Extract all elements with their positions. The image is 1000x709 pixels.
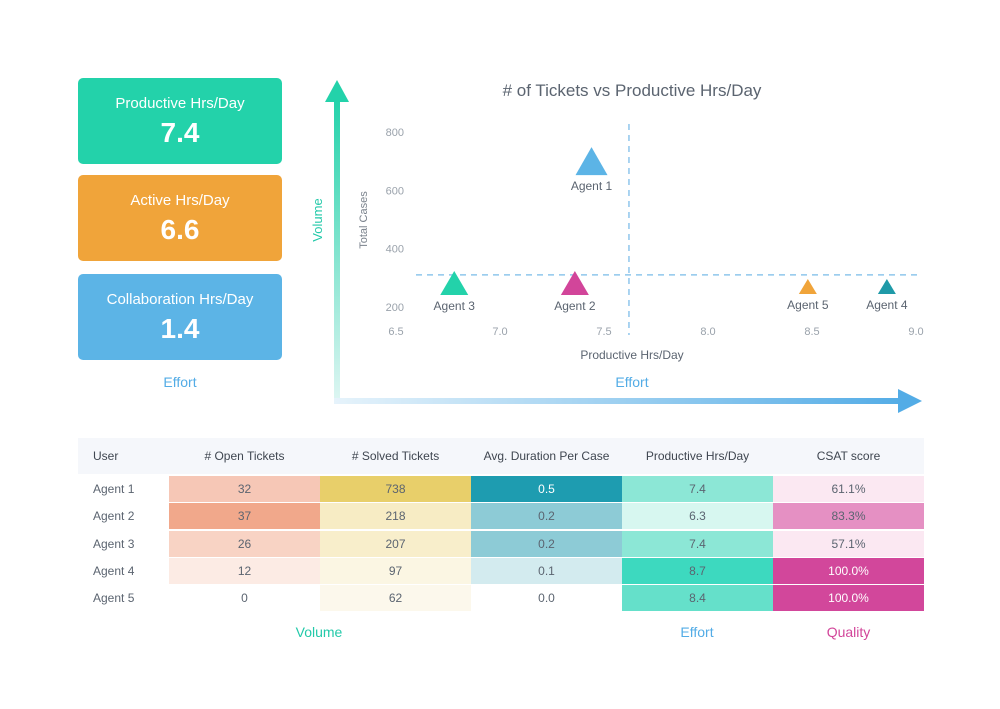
kpi-value: 6.6 [160,214,200,245]
x-tick-label: 9.0 [908,326,923,338]
effort-axis-arrow-head [898,389,922,413]
open-tickets-cell: 0 [169,585,320,612]
avg-duration-cell: 0.1 [471,557,622,584]
avg-duration-cell: 0.5 [471,476,622,502]
x-tick-label: 8.0 [700,326,715,338]
data-point-marker [575,147,608,176]
productive-hrs-cell: 8.4 [622,585,773,612]
volume-axis-arrow-shaft [334,98,340,404]
avg-duration-cell: 0.2 [471,530,622,557]
x-tick-label: 7.0 [492,326,507,338]
data-point-label: Agent 4 [866,298,908,312]
kpi-label: Collaboration Hrs/Day [106,291,254,308]
data-point-marker [440,271,469,295]
x-axis-label: Productive Hrs/Day [580,348,683,362]
column-header-csat: CSAT score [816,449,881,463]
kpi-effort-caption: Effort [163,374,197,390]
user-cell: Agent 3 [93,536,135,551]
user-cell: Agent 4 [93,563,135,578]
effort-axis-arrow-shaft [334,398,904,404]
solved-tickets-cell: 62 [320,585,471,612]
data-point-marker [560,271,589,295]
kpi-card-collaboration: Collaboration Hrs/Day 1.4 [78,274,282,360]
column-header-user: User [93,449,119,463]
data-point-marker [877,279,896,294]
data-point-label: Agent 2 [554,299,596,313]
data-point-label: Agent 1 [571,179,613,193]
csat-cell: 57.1% [773,530,924,557]
solved-tickets-cell: 97 [320,557,471,584]
kpi-value: 7.4 [160,117,200,148]
productive-hrs-cell: 7.4 [622,530,773,557]
user-cell: Agent 2 [93,509,135,524]
column-header-solved-tickets: # Solved Tickets [351,449,440,463]
user-cell: Agent 5 [93,591,135,606]
avg-duration-cell: 0.2 [471,503,622,530]
productive-hrs-cell: 6.3 [622,503,773,530]
data-point-label: Agent 5 [787,298,829,312]
open-tickets-cell: 32 [169,476,320,502]
x-tick-label: 6.5 [388,326,403,338]
solved-tickets-cell: 207 [320,530,471,557]
x-tick-label: 8.5 [804,326,819,338]
productive-hrs-cell: 8.7 [622,557,773,584]
chart-title: # of Tickets vs Productive Hrs/Day [503,81,762,100]
y-axis-label: Total Cases [358,191,370,249]
y-tick-label: 600 [386,185,404,197]
table-caption-effort: Effort [680,624,714,640]
column-header-productive-hrs: Productive Hrs/Day [645,449,750,463]
kpi-card-active: Active Hrs/Day 6.6 [78,175,282,261]
kpi-label: Productive Hrs/Day [115,95,245,112]
open-tickets-cell: 12 [169,557,320,584]
column-header-open-tickets: # Open Tickets [204,449,285,463]
open-tickets-cell: 37 [169,503,320,530]
y-tick-label: 200 [386,302,404,314]
productive-hrs-cell: 7.4 [622,476,773,502]
column-header-avg-duration: Avg. Duration Per Case [483,449,610,463]
scatter-chart: Volume Effort # of Tickets vs Productive… [310,80,924,413]
y-tick-label: 800 [386,127,404,139]
solved-tickets-cell: 218 [320,503,471,530]
kpi-value: 1.4 [160,313,200,344]
solved-tickets-cell: 738 [320,476,471,502]
table-caption-volume: Volume [295,624,343,640]
data-point-marker [798,279,817,294]
csat-cell: 100.0% [773,557,924,584]
csat-cell: 83.3% [773,503,924,530]
csat-cell: 100.0% [773,585,924,612]
table-caption-quality: Quality [826,624,871,640]
table-header: User # Open Tickets # Solved Tickets Avg… [78,438,924,474]
user-cell: Agent 1 [93,482,135,496]
kpi-card-productive: Productive Hrs/Day 7.4 [78,78,282,164]
avg-duration-cell: 0.0 [471,585,622,612]
volume-axis-label: Volume [310,198,325,241]
data-point-label: Agent 3 [434,299,476,313]
kpi-label: Active Hrs/Day [130,192,230,209]
open-tickets-cell: 26 [169,530,320,557]
x-tick-label: 7.5 [596,326,611,338]
csat-cell: 61.1% [773,476,924,502]
effort-axis-label: Effort [615,374,648,390]
volume-axis-arrow-head [325,80,349,102]
y-tick-label: 400 [386,244,404,256]
